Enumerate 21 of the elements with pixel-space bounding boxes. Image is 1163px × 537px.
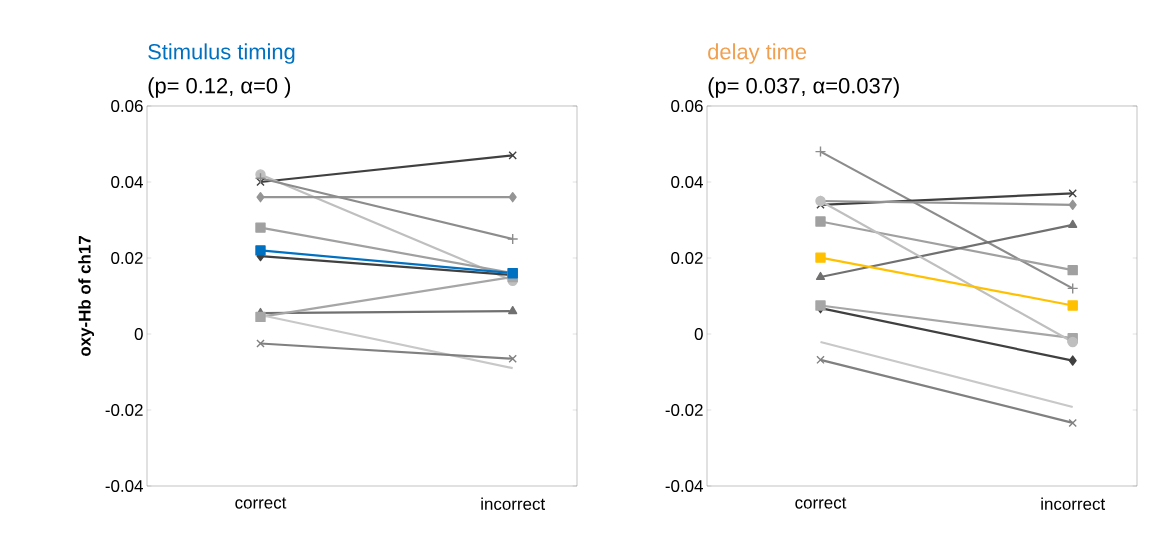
y-tick-label: -0.04: [665, 480, 703, 492]
x-tick-label: incorrect: [1041, 497, 1106, 510]
y-tick-label: 0.02: [671, 252, 703, 264]
y-tick-label: 0.04: [671, 176, 703, 188]
y-tick-label: 0.06: [671, 100, 703, 112]
chart-title: delay time: [708, 43, 807, 64]
chart-subtitle: (p= 0.12, α=0 ): [148, 77, 291, 98]
chart-title: Stimulus timing: [148, 43, 295, 64]
chart-subtitle: (p= 0.037, α=0.037): [708, 77, 899, 98]
y-tick-label: -0.02: [665, 404, 703, 416]
x-tick-label: incorrect: [481, 497, 546, 510]
y-tick-label: 0.06: [111, 100, 143, 112]
y-axis-title: oxy-Hb of ch17: [78, 236, 95, 357]
y-tick-label: -0.04: [105, 480, 143, 492]
x-tick-label: correct: [235, 497, 287, 509]
y-tick-label: 0: [694, 328, 703, 340]
x-tick-label: correct: [795, 497, 847, 509]
y-tick-label: 0: [134, 328, 143, 340]
y-tick-label: 0.02: [111, 252, 143, 264]
y-tick-label: 0.04: [111, 176, 143, 188]
y-tick-label: -0.02: [105, 404, 143, 416]
